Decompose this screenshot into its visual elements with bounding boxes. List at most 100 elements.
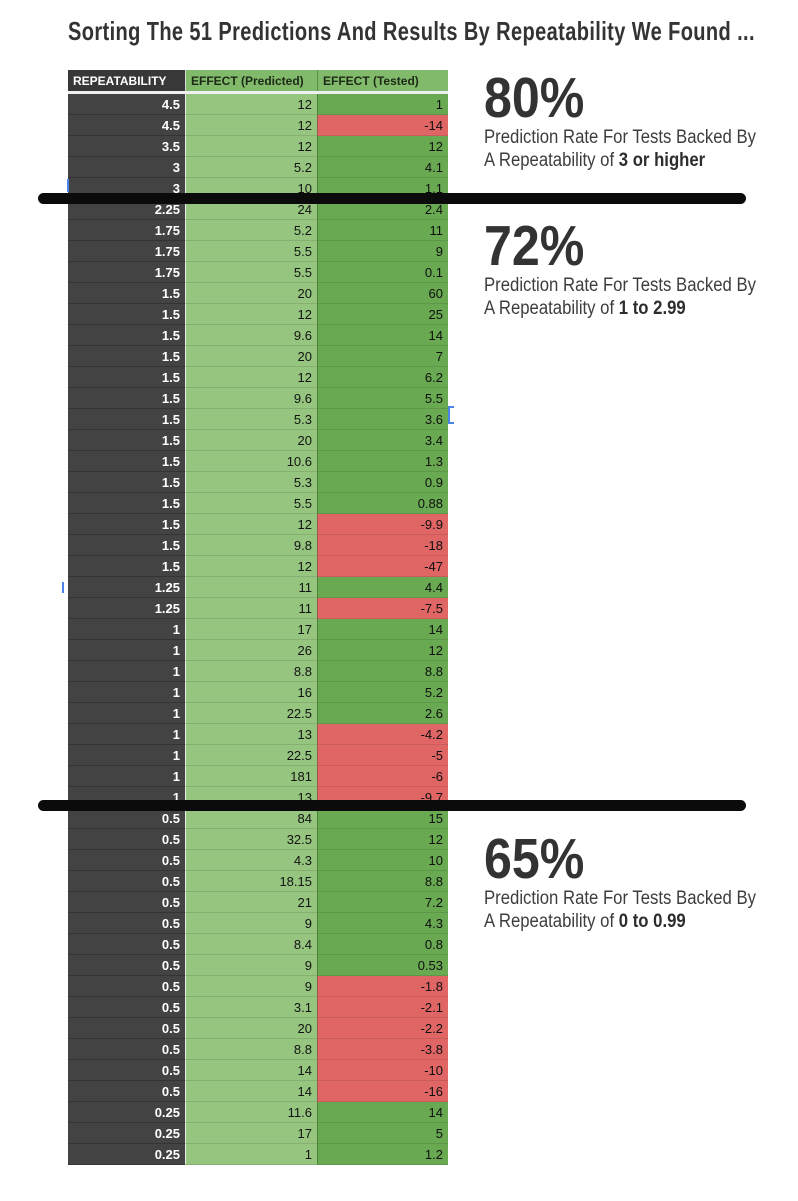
column-header-repeatability: REPEATABILITY [68, 70, 185, 91]
cell-effect-tested: 12 [317, 640, 448, 661]
cell-repeatability: 1.5 [68, 283, 185, 304]
cell-repeatability: 0.5 [68, 1039, 185, 1060]
cell-repeatability: 1 [68, 682, 185, 703]
cell-effect-tested: 2.6 [317, 703, 448, 724]
table-row: 0.5 9 4.3 [68, 913, 448, 934]
cell-repeatability: 0.5 [68, 808, 185, 829]
frozen-row-gap [68, 91, 448, 94]
cell-effect-tested: 0.53 [317, 955, 448, 976]
cell-effect-tested: 3.4 [317, 430, 448, 451]
cell-effect-predicted: 4.3 [185, 850, 317, 871]
table-row: 0.5 4.3 10 [68, 850, 448, 871]
cell-repeatability: 0.5 [68, 913, 185, 934]
annotation-line-2: A Repeatability of 3 or higher [484, 150, 706, 171]
cell-effect-tested: 3.6 [317, 409, 448, 430]
annotation-line-1: Prediction Rate For Tests Backed By [484, 888, 756, 909]
cell-effect-predicted: 22.5 [185, 745, 317, 766]
table-row: 0.5 14 -16 [68, 1081, 448, 1102]
cell-effect-tested: 6.2 [317, 367, 448, 388]
cell-effect-predicted: 5.5 [185, 493, 317, 514]
table-row: 0.5 20 -2.2 [68, 1018, 448, 1039]
cell-effect-predicted: 17 [185, 1123, 317, 1144]
cell-effect-predicted: 5.2 [185, 157, 317, 178]
cell-effect-tested: -2.2 [317, 1018, 448, 1039]
table-row: 3.5 12 12 [68, 136, 448, 157]
table-row: 1 16 5.2 [68, 682, 448, 703]
cell-repeatability: 0.5 [68, 976, 185, 997]
cell-effect-tested: -6 [317, 766, 448, 787]
table-row: 0.5 18.15 8.8 [68, 871, 448, 892]
cell-repeatability: 0.5 [68, 955, 185, 976]
cell-effect-tested: 8.8 [317, 661, 448, 682]
cell-effect-predicted: 22.5 [185, 703, 317, 724]
prediction-rate-percent: 65% [484, 827, 585, 891]
table-row: 2.25 24 2.4 [68, 199, 448, 220]
cell-effect-predicted: 9 [185, 913, 317, 934]
cell-effect-tested: 25 [317, 304, 448, 325]
cell-effect-tested: 60 [317, 283, 448, 304]
table-row: 1.5 5.5 0.88 [68, 493, 448, 514]
table-row: 1.5 12 25 [68, 304, 448, 325]
cell-effect-tested: 9 [317, 241, 448, 262]
table-row: 1.25 11 -7.5 [68, 598, 448, 619]
cell-repeatability: 1.25 [68, 598, 185, 619]
cell-effect-predicted: 32.5 [185, 829, 317, 850]
cell-repeatability: 1.5 [68, 388, 185, 409]
table-row: 0.5 9 -1.8 [68, 976, 448, 997]
table-row: 0.25 11.6 14 [68, 1102, 448, 1123]
cell-effect-predicted: 14 [185, 1081, 317, 1102]
cell-effect-predicted: 5.3 [185, 409, 317, 430]
cell-effect-predicted: 11.6 [185, 1102, 317, 1123]
cell-effect-predicted: 9.6 [185, 325, 317, 346]
annotation-group-2: 72% Prediction Rate For Tests Backed By … [484, 218, 756, 320]
table-row: 1.5 12 6.2 [68, 367, 448, 388]
cell-repeatability: 0.25 [68, 1123, 185, 1144]
cell-effect-tested: -9.9 [317, 514, 448, 535]
cell-repeatability: 1 [68, 703, 185, 724]
cell-repeatability: 1.5 [68, 556, 185, 577]
cell-effect-tested: -16 [317, 1081, 448, 1102]
cell-effect-tested: 4.1 [317, 157, 448, 178]
annotation-line-1: Prediction Rate For Tests Backed By [484, 127, 756, 148]
cell-repeatability: 0.5 [68, 850, 185, 871]
table-row: 1.5 9.6 14 [68, 325, 448, 346]
table-row: 1.5 5.3 0.9 [68, 472, 448, 493]
cell-effect-tested: -47 [317, 556, 448, 577]
cell-effect-tested: 5 [317, 1123, 448, 1144]
cell-repeatability: 1 [68, 745, 185, 766]
cell-effect-predicted: 24 [185, 199, 317, 220]
table-row: 1.5 12 -47 [68, 556, 448, 577]
cell-effect-tested: 4.3 [317, 913, 448, 934]
cell-effect-predicted: 12 [185, 304, 317, 325]
cell-effect-tested: 7 [317, 346, 448, 367]
table-row: 4.5 12 -14 [68, 115, 448, 136]
cell-effect-predicted: 5.3 [185, 472, 317, 493]
cell-repeatability: 1.5 [68, 493, 185, 514]
cell-effect-predicted: 12 [185, 94, 317, 115]
column-header-effect-tested: EFFECT (Tested) [317, 70, 448, 91]
annotation-line-2: A Repeatability of 0 to 0.99 [484, 911, 686, 932]
cell-effect-tested: 10 [317, 850, 448, 871]
cell-effect-predicted: 8.8 [185, 1039, 317, 1060]
cell-repeatability: 1 [68, 724, 185, 745]
table-row: 0.5 21 7.2 [68, 892, 448, 913]
cell-repeatability: 1.5 [68, 514, 185, 535]
cell-effect-predicted: 20 [185, 346, 317, 367]
cell-effect-tested: 14 [317, 619, 448, 640]
cell-repeatability: 4.5 [68, 115, 185, 136]
cell-effect-tested: 4.4 [317, 577, 448, 598]
cell-repeatability: 1.5 [68, 346, 185, 367]
table-row: 0.5 14 -10 [68, 1060, 448, 1081]
table-row: 0.25 17 5 [68, 1123, 448, 1144]
cell-repeatability: 4.5 [68, 94, 185, 115]
cell-repeatability: 3 [68, 157, 185, 178]
annotation-line-1: Prediction Rate For Tests Backed By [484, 275, 756, 296]
cell-repeatability: 1 [68, 661, 185, 682]
table-row: 0.5 84 15 [68, 808, 448, 829]
prediction-rate-percent: 72% [484, 214, 585, 278]
cell-repeatability: 1.75 [68, 220, 185, 241]
cell-effect-tested: 12 [317, 136, 448, 157]
cell-effect-tested: 14 [317, 1102, 448, 1123]
cell-effect-tested: 0.1 [317, 262, 448, 283]
cell-effect-tested: -3.8 [317, 1039, 448, 1060]
